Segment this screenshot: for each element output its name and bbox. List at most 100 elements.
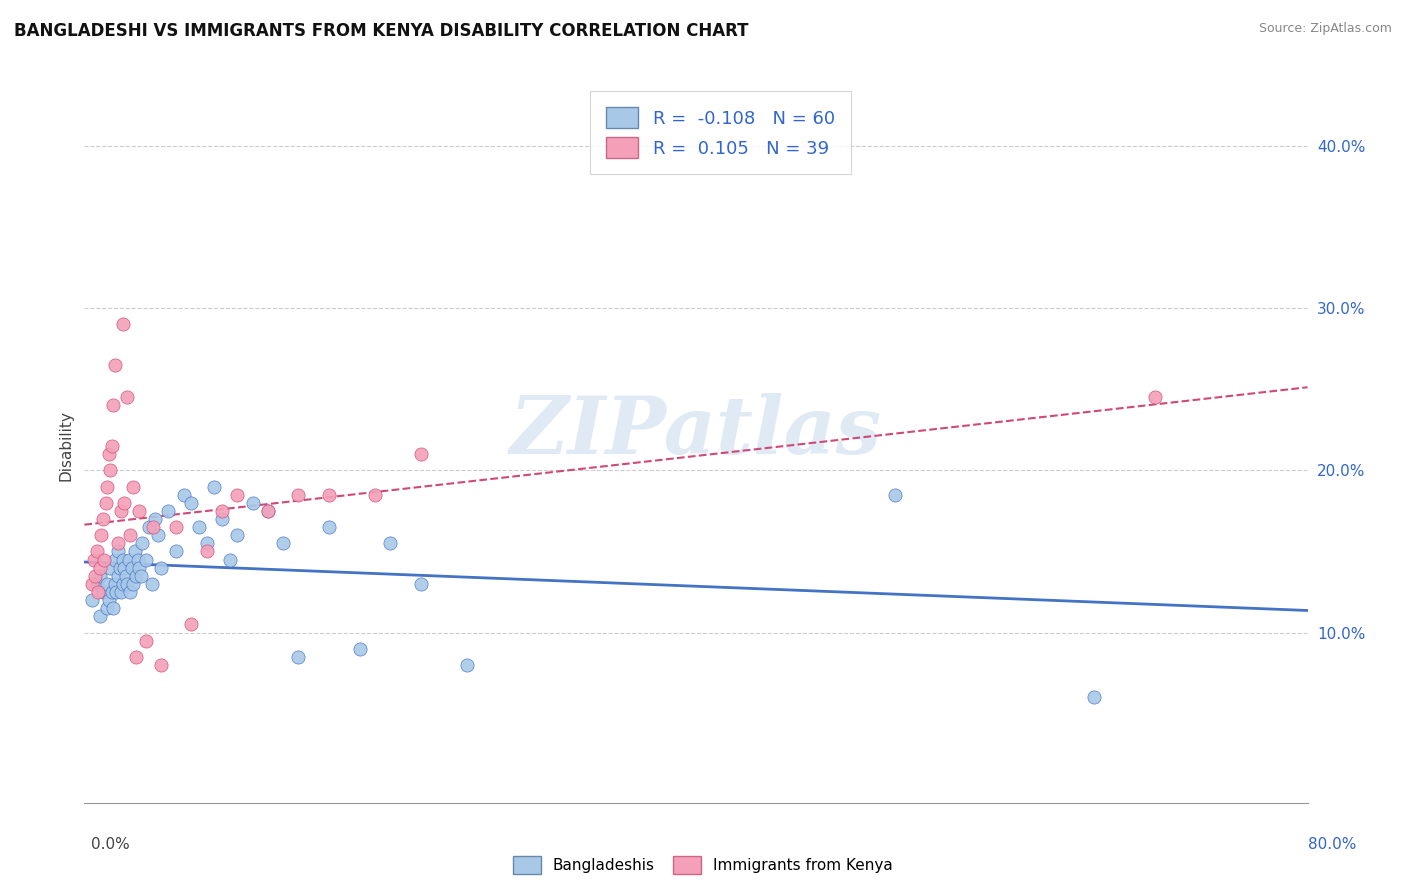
Point [180,496,202,510]
Point [1143,390,1166,404]
Point [103,399,125,413]
Point [115,577,138,591]
Point [107,568,129,582]
Point [121,560,143,574]
Point [287,649,309,664]
Text: BANGLADESHI VS IMMIGRANTS FROM KENYA DISABILITY CORRELATION CHART: BANGLADESHI VS IMMIGRANTS FROM KENYA DIS… [14,22,748,40]
Point [111,318,134,332]
Text: 0.0%: 0.0% [91,837,131,852]
Point [131,536,153,550]
Point [142,520,165,534]
Point [226,528,249,542]
Point [128,504,150,518]
Point [103,601,125,615]
Point [211,512,233,526]
Point [157,504,180,518]
Point [96,479,118,493]
Point [118,552,141,566]
Y-axis label: Disability: Disability [58,410,73,482]
Point [138,520,160,534]
Point [188,520,211,534]
Point [91,585,114,599]
Legend: R =  -0.108   N = 60, R =  0.105   N = 39: R = -0.108 N = 60, R = 0.105 N = 39 [589,91,851,174]
Text: 80.0%: 80.0% [1309,837,1357,852]
Point [111,552,134,566]
Point [165,544,187,558]
Point [1083,690,1105,705]
Point [143,512,166,526]
Point [110,504,132,518]
Point [94,496,117,510]
Point [105,585,128,599]
Point [101,439,124,453]
Point [120,585,142,599]
Point [97,447,120,461]
Point [173,488,195,502]
Point [87,585,110,599]
Text: ZIPatlas: ZIPatlas [510,393,882,470]
Point [86,544,108,558]
Point [211,504,233,518]
Point [127,552,149,566]
Point [257,504,280,518]
Point [122,577,145,591]
Point [149,657,172,672]
Point [318,520,340,534]
Point [101,585,124,599]
Point [107,536,129,550]
Point [104,358,127,372]
Point [83,552,105,566]
Point [89,609,111,624]
Point [112,560,135,574]
Point [129,568,152,582]
Point [108,560,131,574]
Point [180,617,202,632]
Point [115,390,138,404]
Point [80,593,103,607]
Point [89,560,111,574]
Point [84,568,107,582]
Point [122,479,145,493]
Point [98,463,121,477]
Point [135,552,157,566]
Point [125,649,148,664]
Point [364,488,387,502]
Point [380,536,402,550]
Point [111,577,134,591]
Point [287,488,309,502]
Point [124,544,146,558]
Point [195,536,218,550]
Point [110,585,132,599]
Point [80,577,103,591]
Point [89,568,111,582]
Point [104,552,127,566]
Point [86,577,108,591]
Point [409,447,432,461]
Point [271,536,294,550]
Point [120,528,142,542]
Point [135,633,157,648]
Point [125,568,148,582]
Point [91,512,114,526]
Point [114,568,136,582]
Point [141,577,163,591]
Point [195,544,218,558]
Point [128,560,150,574]
Point [226,488,249,502]
Point [456,657,478,672]
Point [96,577,118,591]
Text: Source: ZipAtlas.com: Source: ZipAtlas.com [1258,22,1392,36]
Point [104,577,127,591]
Point [90,528,112,542]
Point [97,593,120,607]
Point [242,496,264,510]
Point [107,544,129,558]
Point [165,520,187,534]
Point [218,552,240,566]
Point [318,488,340,502]
Point [96,601,118,615]
Point [202,479,225,493]
Point [112,496,135,510]
Point [409,577,432,591]
Point [349,641,371,656]
